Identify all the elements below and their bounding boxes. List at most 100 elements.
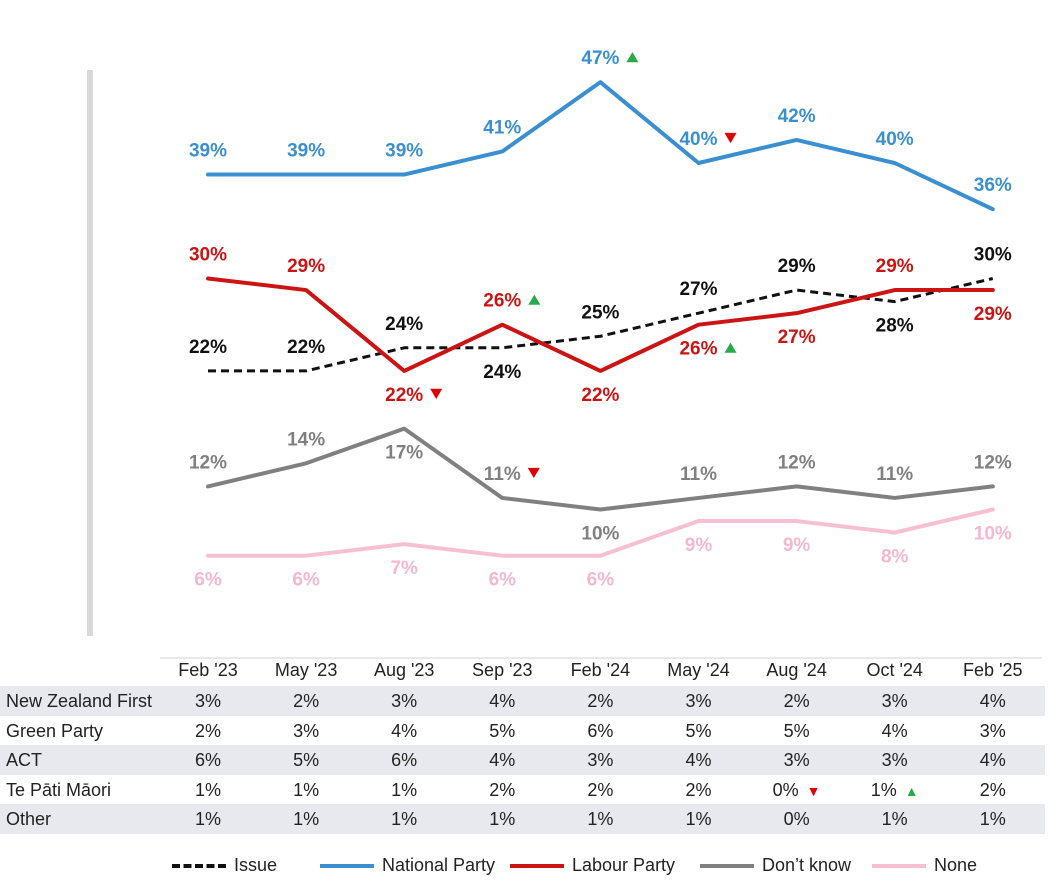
column-header: Aug '24 xyxy=(766,660,827,680)
legend-item-none: None xyxy=(872,855,977,876)
data-label-don-t-know: 11% xyxy=(484,464,521,485)
data-label-national-party: 36% xyxy=(974,175,1012,196)
data-label-labour-party: 26% xyxy=(483,291,521,312)
table-cell: 3% xyxy=(685,691,712,711)
table-row-label: New Zealand First xyxy=(6,691,153,711)
column-header: Oct '24 xyxy=(866,660,923,680)
data-label-labour-party: 29% xyxy=(876,256,914,277)
data-label-none: 9% xyxy=(783,535,811,556)
left-axis-bar xyxy=(87,70,93,636)
data-label-none: 10% xyxy=(974,524,1012,545)
table-cell: 1% xyxy=(881,809,908,830)
table-row-band xyxy=(0,686,1045,716)
data-label-labour-party: 22% xyxy=(385,385,423,406)
data-label-labour-party: 29% xyxy=(287,256,325,277)
table-cell: 4% xyxy=(979,750,1006,771)
column-header: May '24 xyxy=(667,660,730,680)
table-cell: 1% xyxy=(194,809,221,830)
table-cell: 3% xyxy=(293,720,320,741)
table-cell: 2% xyxy=(587,691,614,711)
legend-label: Don’t know xyxy=(762,855,852,875)
decrease-arrow-icon xyxy=(527,467,540,479)
table-cell: 1% xyxy=(391,779,418,800)
table-row-band xyxy=(0,804,1045,835)
data-label-national-party: 39% xyxy=(189,141,227,162)
legend-swatch xyxy=(320,863,374,868)
data-label-labour-party: 30% xyxy=(189,245,227,266)
legend-label: National Party xyxy=(382,855,496,875)
column-header: Aug '23 xyxy=(373,660,435,680)
table-cell: 6% xyxy=(587,720,614,741)
table-cell: 1% xyxy=(489,809,516,830)
increase-arrow-icon: ▲ xyxy=(904,782,919,799)
column-header: Sep '23 xyxy=(472,660,533,680)
table-cell: 3% xyxy=(783,750,810,771)
data-label-none: 7% xyxy=(390,558,418,579)
data-label-don-t-know: 12% xyxy=(778,452,816,473)
table-row-label: Other xyxy=(6,809,52,830)
table-cell: 6% xyxy=(391,750,418,771)
column-header: Feb '25 xyxy=(963,660,1023,680)
data-label-none: 6% xyxy=(587,570,615,591)
data-label-issue: 24% xyxy=(385,314,423,335)
table-cell: 4% xyxy=(391,720,418,741)
data-label-don-t-know: 14% xyxy=(287,429,325,450)
table-cell: 3% xyxy=(587,750,614,771)
data-label-issue: 22% xyxy=(189,337,227,358)
decrease-arrow-icon: ▼ xyxy=(806,782,821,799)
table-cell: 1% xyxy=(979,809,1006,830)
table-cell: 5% xyxy=(293,750,320,771)
table-cell: 5% xyxy=(783,720,810,741)
table-cell: 4% xyxy=(685,750,712,771)
increase-arrow-icon xyxy=(626,52,639,63)
series-line-none xyxy=(206,507,995,558)
data-label-issue: 22% xyxy=(287,337,325,358)
data-label-none: 6% xyxy=(292,570,320,591)
table-cell: 2% xyxy=(194,720,221,741)
table-cell: 0% xyxy=(783,809,810,830)
legend-label: Issue xyxy=(234,855,278,875)
table-cell: 4% xyxy=(979,691,1006,711)
table-cell: 1% xyxy=(293,809,320,830)
data-label-none: 6% xyxy=(194,570,222,591)
column-header: Feb '24 xyxy=(570,660,631,680)
legend-swatch xyxy=(510,863,564,868)
data-label-issue: 28% xyxy=(876,316,914,337)
table-cell: 1% xyxy=(194,779,221,800)
data-label-don-t-know: 17% xyxy=(385,443,423,464)
data-label-don-t-know: 11% xyxy=(876,464,913,485)
table-cell: 6% xyxy=(194,750,221,771)
data-label-don-t-know: 10% xyxy=(581,524,619,545)
data-label-national-party: 40% xyxy=(876,129,914,150)
data-label-don-t-know: 11% xyxy=(680,464,717,485)
data-label-national-party: 39% xyxy=(385,141,423,162)
table-cell: 2% xyxy=(979,779,1006,800)
table-cell: 0% ▼ xyxy=(772,779,821,800)
data-label-don-t-know: 12% xyxy=(189,452,227,473)
data-label-labour-party: 27% xyxy=(778,327,816,348)
table-cell: 4% xyxy=(881,720,908,741)
legend-swatch xyxy=(872,863,926,868)
table-row-label: Te Pāti Māori xyxy=(6,779,112,800)
data-label-national-party: 41% xyxy=(483,117,521,138)
series-line-labour-party xyxy=(206,276,995,373)
legend-label: None xyxy=(934,855,978,875)
table-cell: 3% xyxy=(881,750,908,771)
table-cell: 2% xyxy=(783,691,810,711)
table-cell: 3% xyxy=(979,720,1006,741)
data-label-issue: 30% xyxy=(974,245,1012,266)
legend-item-labour-party: Labour Party xyxy=(510,855,675,876)
legend-item-issue: Issue xyxy=(172,855,277,876)
table-row-band xyxy=(0,745,1045,776)
data-label-labour-party: 26% xyxy=(679,339,717,360)
decrease-arrow-icon xyxy=(430,388,443,399)
data-label-national-party: 39% xyxy=(287,141,325,162)
table-cell: 3% xyxy=(391,691,418,711)
table-cell: 1% xyxy=(293,779,320,800)
column-header: Feb '23 xyxy=(178,660,238,680)
table-cell: 2% xyxy=(293,691,320,711)
table-cell: 1% xyxy=(391,809,418,830)
legend-swatch xyxy=(700,863,754,868)
table-cell: 3% xyxy=(881,691,908,711)
